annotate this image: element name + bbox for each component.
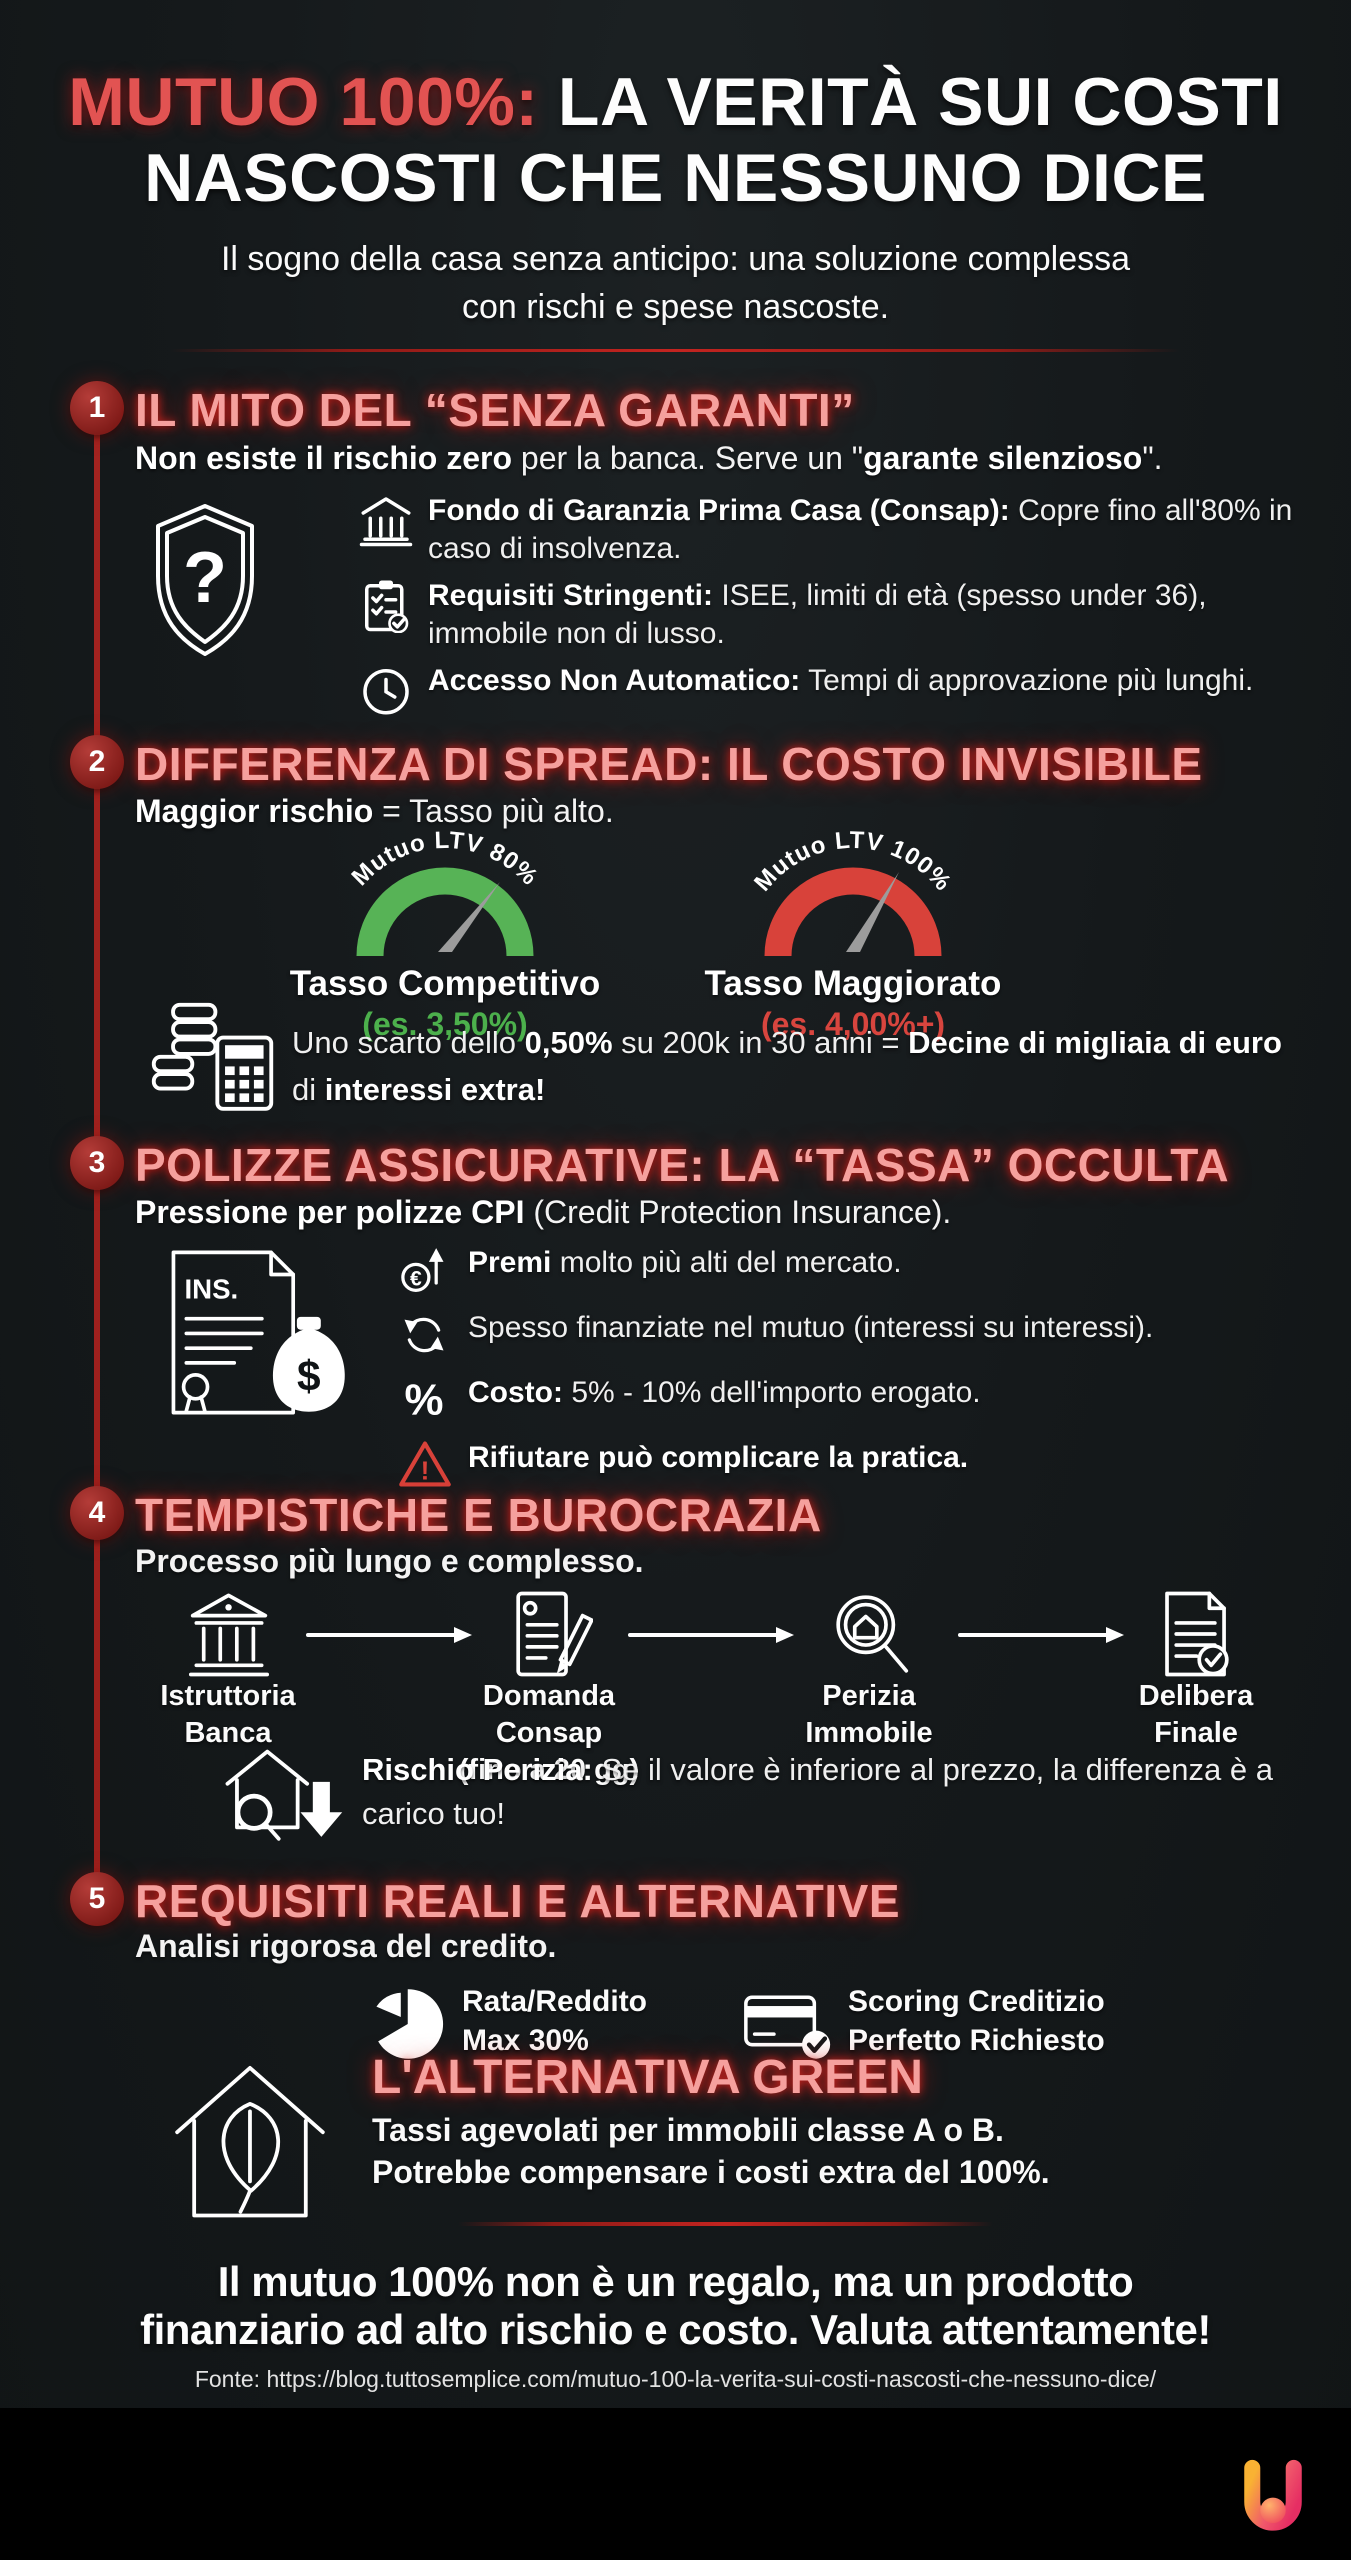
section3-title: POLIZZE ASSICURATIVE: LA “TASSA” OCCULTA xyxy=(135,1139,1230,1191)
step-number-3: 3 xyxy=(70,1136,124,1190)
svg-text:€: € xyxy=(410,1267,422,1290)
page-subtitle: Il sogno della casa senza anticipo: una … xyxy=(220,240,1131,326)
section1-title: IL MITO DEL “SENZA GARANTI” xyxy=(135,384,855,436)
section3-intro: Pressione per polizze CPI (Credit Protec… xyxy=(135,1194,952,1230)
gauge-ltv80: Mutuo LTV 80% Tasso Competitivo (es. 3,5… xyxy=(275,810,615,1043)
magnifier-house-icon xyxy=(825,1588,913,1680)
clipboard-check-icon xyxy=(358,577,414,634)
green-alternative-line2: Potrebbe compensare i costi extra del 10… xyxy=(372,2154,1050,2190)
euro-up-icon: € xyxy=(398,1244,454,1296)
source-line: Fonte: https://blog.tuttosemplice.com/mu… xyxy=(194,2366,1157,2392)
requirement-label: Scoring Creditizio Perfetto Richiesto xyxy=(848,1985,1105,2057)
list-item: Spesso finanziate nel mutuo (interessi s… xyxy=(398,1309,1298,1361)
bank-icon xyxy=(358,492,414,548)
spread-note: Uno scarto dello 0,50% su 200k in 30 ann… xyxy=(292,1025,1282,1107)
section5-intro: Analisi rigorosa del credito. xyxy=(135,1928,557,1964)
title-rest: LA VERITÀ SUI COSTI xyxy=(538,64,1283,140)
title-line2: NASCOSTI CHE NESSUNO DICE xyxy=(144,140,1207,217)
section1-bullets: Fondo di Garanzia Prima Casa (Consap): C… xyxy=(358,492,1303,718)
gauge-value: (es. 4,00%+) xyxy=(760,1006,946,1042)
gauge-red-icon: Mutuo LTV 100% xyxy=(749,827,956,957)
page-title: MUTUO 100%: LA VERITÀ SUI COSTI NASCOSTI… xyxy=(0,64,1351,216)
conclusion: Il mutuo 100% non è un regalo, ma un pro… xyxy=(140,2258,1211,2353)
document-check-icon xyxy=(1152,1588,1240,1680)
section5-title: REQUISITI REALI E ALTERNATIVE xyxy=(135,1875,901,1927)
shield-question-icon: ? xyxy=(150,500,260,660)
clock-icon xyxy=(358,662,414,718)
house-magnifier-down-icon xyxy=(218,1734,346,1844)
requirement-label: Rata/Reddito Max 30% xyxy=(462,1985,648,2057)
green-alternative-line1: Tassi agevolati per immobili classe A o … xyxy=(372,2112,1004,2148)
section2-title: DIFFERENZA DI SPREAD: IL COSTO INVISIBIL… xyxy=(135,738,1203,790)
svg-text:$: $ xyxy=(297,1353,321,1400)
percent-icon: % xyxy=(398,1374,454,1426)
credit-card-check-icon xyxy=(742,1992,834,2064)
green-alternative-title: L'ALTERNATIVA GREEN xyxy=(372,2051,923,2104)
bottom-divider xyxy=(458,2222,993,2226)
needle xyxy=(438,882,500,952)
gauge-value: (es. 3,50%) xyxy=(362,1006,528,1042)
section4-intro: Processo più lungo e complesso. xyxy=(135,1543,644,1579)
svg-text:?: ? xyxy=(183,538,227,618)
footer-strip xyxy=(0,2408,1351,2560)
step-number-5: 5 xyxy=(70,1872,124,1926)
section1-intro: Non esiste il rischio zero per la banca.… xyxy=(135,440,1163,476)
gauge-label: Tasso Competitivo xyxy=(289,964,601,1003)
coins-calculator-icon xyxy=(148,982,278,1120)
flow-arrow-icon xyxy=(306,1622,476,1648)
flow-step-label: Domanda Consap (fino a 20 gg) xyxy=(458,1680,640,1787)
pie-chart-icon xyxy=(366,1984,446,2064)
flow-arrow-icon xyxy=(628,1622,798,1648)
list-item: ! Rifiutare può complicare la pratica. xyxy=(398,1439,1298,1489)
needle xyxy=(846,872,899,952)
house-leaf-icon xyxy=(162,2040,337,2232)
gauge-label: Tasso Maggiorato xyxy=(704,964,1002,1003)
gauge-ltv100: Mutuo LTV 100% Tasso Maggiorato (es. 4,0… xyxy=(683,810,1023,1043)
top-divider xyxy=(170,349,1180,352)
brand-logo xyxy=(1240,2458,1306,2542)
step-number-1: 1 xyxy=(70,381,124,435)
section3-bullets: € Premi molto più alti del mercato. Spes… xyxy=(398,1244,1298,1489)
flow-step-label: Delibera Finale xyxy=(1138,1680,1254,1750)
warning-triangle-icon: ! xyxy=(398,1439,454,1489)
step-number-4: 4 xyxy=(70,1486,124,1540)
flow-step-label: Istruttoria Banca xyxy=(160,1680,296,1750)
svg-text:INS.: INS. xyxy=(185,1273,239,1304)
list-item: Accesso Non Automatico: Tempi di approva… xyxy=(358,662,1303,718)
flow-arrow-icon xyxy=(958,1622,1128,1648)
step-number-2: 2 xyxy=(70,735,124,789)
svg-text:!: ! xyxy=(421,1456,430,1486)
list-item: % Costo: 5% - 10% dell'importo erogato. xyxy=(398,1374,1298,1426)
section2-intro: Maggior rischio = Tasso più alto. xyxy=(135,793,614,829)
insurance-document-icon: INS. $ xyxy=(162,1245,347,1420)
risk-note: Rischio Perizia: Se il valore è inferior… xyxy=(362,1752,1273,1832)
title-highlight: MUTUO 100%: xyxy=(68,64,539,140)
gauge-green-icon: Mutuo LTV 80% xyxy=(347,827,542,957)
document-pen-icon xyxy=(505,1588,593,1680)
svg-text:%: % xyxy=(405,1376,444,1425)
section4-title: TEMPISTICHE E BUROCRAZIA xyxy=(135,1489,822,1541)
refresh-icon xyxy=(398,1309,454,1361)
list-item: Fondo di Garanzia Prima Casa (Consap): C… xyxy=(358,492,1303,568)
list-item: Requisiti Stringenti: ISEE, limiti di et… xyxy=(358,577,1303,653)
list-item: € Premi molto più alti del mercato. xyxy=(398,1244,1298,1296)
flow-step-label: Perizia Immobile xyxy=(805,1680,933,1750)
money-bag-icon: $ xyxy=(272,1316,345,1412)
bank-building-icon xyxy=(185,1588,273,1680)
